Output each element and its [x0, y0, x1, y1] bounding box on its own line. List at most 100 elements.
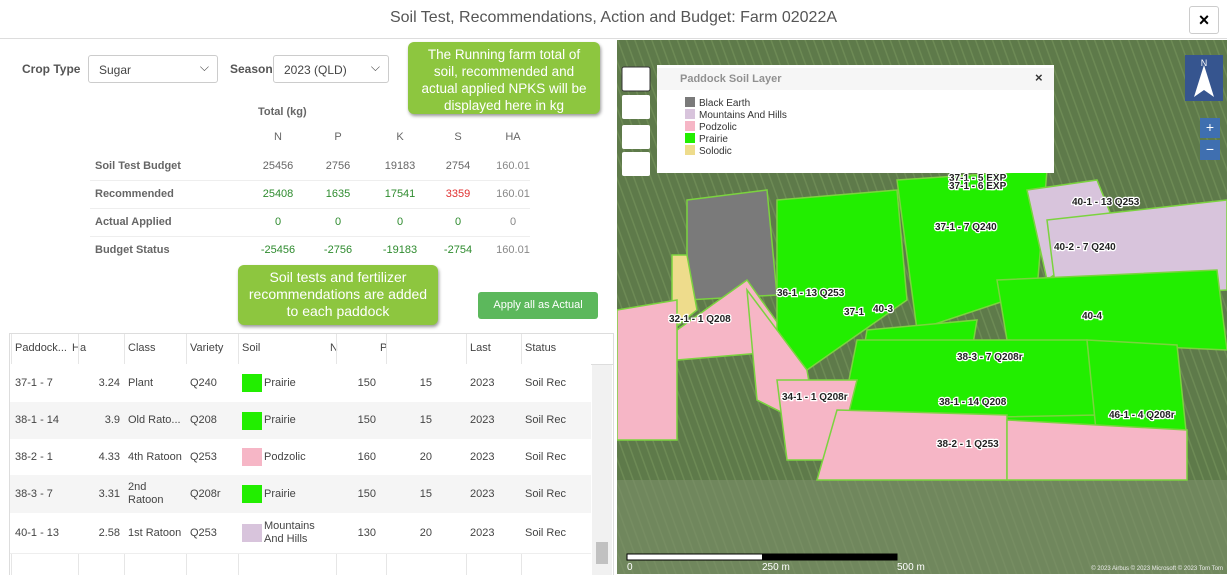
table-cell: Soil Rec	[525, 439, 585, 475]
table-cell: 150	[340, 364, 376, 402]
legend-swatch	[685, 121, 695, 131]
table-cell: 38-1 - 14	[15, 402, 85, 439]
table-cell: 3.9	[82, 402, 120, 439]
table-cell: Soil Rec	[525, 402, 585, 439]
attribution: © 2023 Airbus © 2023 Microsoft © 2023 To…	[1091, 565, 1223, 572]
table-cell: 160	[340, 439, 376, 475]
paddock-label: 40-3	[873, 304, 893, 315]
row-label: Recommended	[95, 188, 174, 200]
row-line	[90, 180, 530, 181]
table-cell: Prairie	[264, 364, 334, 402]
table-cell: 130	[340, 513, 376, 553]
table-cell: Soil Rec	[525, 364, 585, 402]
soil-swatch	[242, 485, 262, 503]
paddock-label: 34-1 - 1 Q208r	[782, 392, 848, 403]
table-cell: Q208	[190, 402, 240, 439]
paddock-label: 40-1 - 13 Q253	[1072, 197, 1140, 208]
column-header: K	[375, 131, 425, 143]
total-value: 0	[313, 216, 363, 228]
table-cell: 4th Ratoon	[128, 439, 183, 475]
legend-swatch	[685, 145, 695, 155]
table-cell: 38-3 - 7	[15, 475, 85, 513]
paddock-label: 37-1 - 7 Q240	[935, 222, 997, 233]
table-cell: 15	[390, 402, 432, 439]
paddock-label: 38-3 - 7 Q208r	[957, 352, 1023, 363]
total-value: 3359	[433, 188, 483, 200]
table-cell: 20	[390, 513, 432, 553]
crop-label: Crop Type	[22, 62, 80, 76]
scrollbar[interactable]	[592, 364, 612, 575]
north: N	[1201, 58, 1208, 68]
season-select[interactable]: 2023 (QLD)	[273, 55, 389, 83]
season-label: Season	[230, 62, 273, 76]
table-cell: 15	[390, 364, 432, 402]
total-value: -19183	[375, 244, 425, 256]
table-cell: 150	[340, 402, 376, 439]
total-value: 2754	[433, 160, 483, 172]
scroll-thumb[interactable]	[596, 542, 608, 564]
total-value: 0	[488, 216, 538, 228]
crop-select[interactable]: Sugar	[88, 55, 218, 83]
table-cell: 2nd Ratoon	[128, 475, 183, 513]
column-header[interactable]: Status	[525, 342, 585, 354]
column-header[interactable]: Variety	[190, 342, 240, 354]
total-value: 25456	[253, 160, 303, 172]
column-header[interactable]: Last	[470, 342, 510, 354]
table-cell: 2023	[470, 439, 510, 475]
table-cell: 2023	[470, 475, 510, 513]
svg-text:+: +	[1206, 119, 1214, 135]
paddock-label: 38-1 - 14 Q208	[939, 397, 1007, 408]
total-value: 2756	[313, 160, 363, 172]
total-value: -2756	[313, 244, 363, 256]
paddock-label: 46-1 - 4 Q208r	[1109, 410, 1175, 421]
total-value: 1635	[313, 188, 363, 200]
close-button[interactable]: ×	[1189, 6, 1219, 34]
column-header: HA	[488, 131, 538, 143]
row-label: Budget Status	[95, 244, 170, 256]
table-cell: 2023	[470, 402, 510, 439]
scale-label: 250 m	[762, 562, 790, 573]
table-cell: Soil Rec	[525, 513, 585, 553]
table-cell: Soil Rec	[525, 475, 585, 513]
column-header: P	[313, 131, 363, 143]
apply-button[interactable]: Apply all as Actual	[478, 292, 598, 319]
paddock-label: 37-1 - 6 EXP	[949, 181, 1007, 192]
table-cell: Q253	[190, 439, 240, 475]
legend-swatch	[685, 97, 695, 107]
row-label: Actual Applied	[95, 216, 172, 228]
svg-text:−: −	[1206, 141, 1214, 157]
dialog-title: Soil Test, Recommendations, Action and B…	[0, 0, 1227, 39]
soil-swatch	[242, 448, 262, 466]
table-cell: Prairie	[264, 475, 334, 513]
table-cell: 1st Ratoon	[128, 513, 183, 553]
total-value: 160.01	[488, 188, 538, 200]
layer-close[interactable]: ×	[1035, 70, 1043, 85]
paddock-label: 36-1 - 13 Q253	[777, 288, 845, 299]
table-cell: 15	[390, 475, 432, 513]
paddock-label: 40-4	[1082, 311, 1102, 322]
total-value: 17541	[375, 188, 425, 200]
table-cell: Q240	[190, 364, 240, 402]
column-header[interactable]: Soil	[242, 342, 342, 354]
soil-swatch	[242, 412, 262, 430]
row-line	[90, 208, 530, 209]
table-cell: 3.24	[82, 364, 120, 402]
season-value: 2023 (QLD)	[284, 63, 347, 77]
row-line	[90, 236, 530, 237]
page: Soil Test, Recommendations, Action and B…	[0, 0, 1227, 574]
column-header[interactable]: Class	[128, 342, 183, 354]
scale-bar	[762, 554, 897, 560]
table-cell: 150	[340, 475, 376, 513]
total-value: 0	[253, 216, 303, 228]
legend-swatch	[685, 133, 695, 143]
table-cell: 38-2 - 1	[15, 439, 85, 475]
table-cell: 2023	[470, 513, 510, 553]
soil-swatch	[242, 374, 262, 392]
total-value: 25408	[253, 188, 303, 200]
legend-label: Mountains And Hills	[699, 110, 787, 121]
legend-label: Solodic	[699, 146, 732, 157]
legend-label: Black Earth	[699, 98, 750, 109]
total-value: -2754	[433, 244, 483, 256]
callout: The Running farm total of soil, recommen…	[408, 42, 600, 114]
